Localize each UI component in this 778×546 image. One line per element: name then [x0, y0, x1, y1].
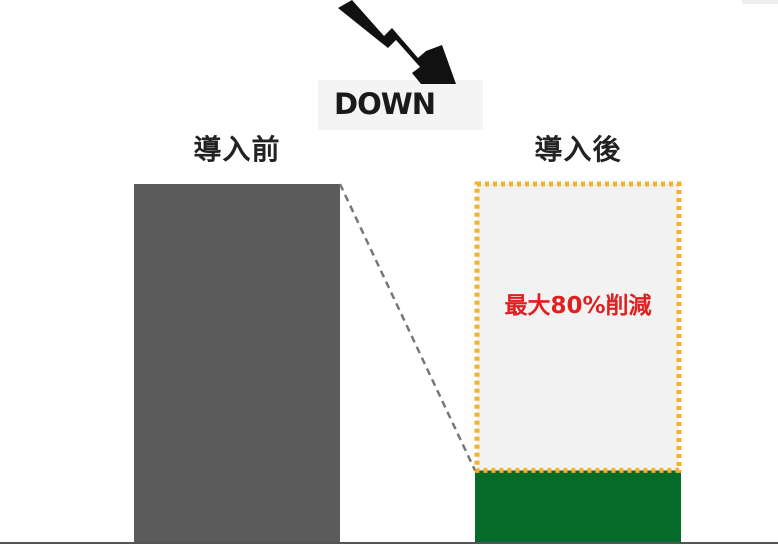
bar-before: [134, 184, 340, 542]
down-badge-background: [318, 80, 483, 130]
zigzag-down-arrow-icon: [338, 0, 456, 84]
down-badge: [318, 0, 483, 130]
down-label: DOWN: [334, 87, 436, 121]
reduction-annotation: 最大80%削減: [504, 293, 652, 319]
reduced-portion-box: [474, 181, 682, 473]
bar-after: [475, 470, 681, 542]
category-label-after: 導入後: [534, 133, 622, 166]
corner-mark: [742, 0, 778, 4]
category-label-before: 導入前: [193, 133, 281, 166]
connector-dashed-line: [338, 183, 477, 471]
